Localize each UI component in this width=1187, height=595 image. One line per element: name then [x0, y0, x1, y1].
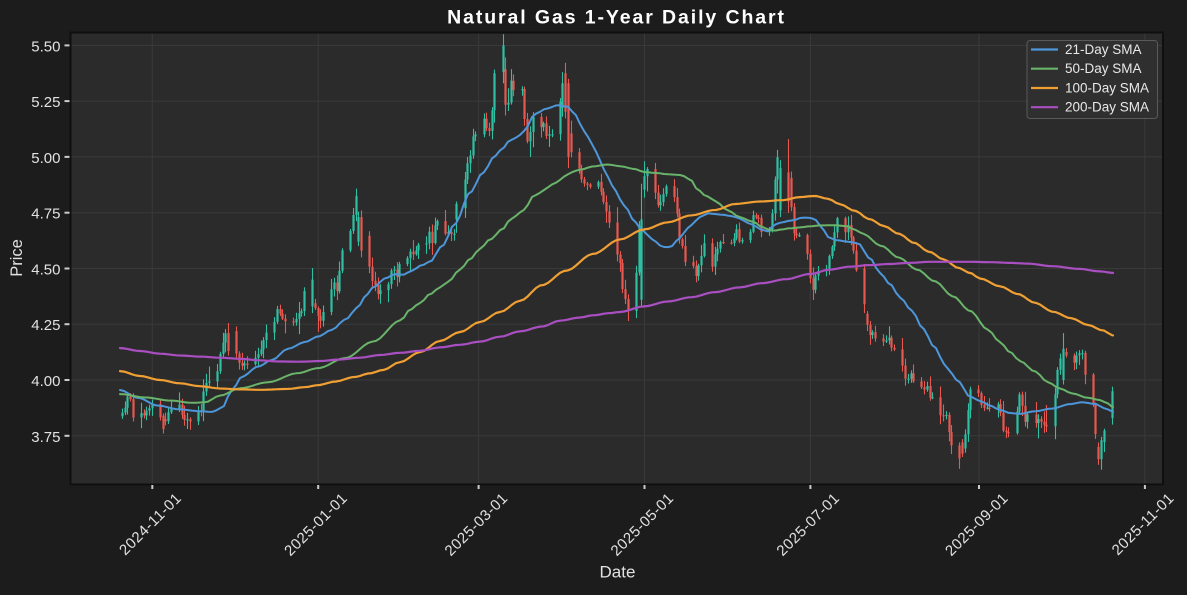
svg-text:100-Day SMA: 100-Day SMA	[1065, 80, 1149, 95]
svg-text:3.75: 3.75	[31, 429, 60, 446]
svg-text:4.25: 4.25	[31, 317, 60, 334]
svg-text:Price: Price	[8, 239, 26, 277]
svg-text:50-Day SMA: 50-Day SMA	[1065, 61, 1142, 76]
svg-text:21-Day SMA: 21-Day SMA	[1065, 42, 1142, 57]
svg-text:4.75: 4.75	[31, 206, 60, 223]
svg-text:5.00: 5.00	[31, 150, 60, 167]
svg-text:5.25: 5.25	[31, 94, 60, 111]
svg-text:Date: Date	[600, 563, 636, 582]
svg-text:5.50: 5.50	[31, 38, 60, 55]
svg-text:200-Day SMA: 200-Day SMA	[1065, 100, 1149, 115]
svg-text:Natural Gas 1-Year Daily Chart: Natural Gas 1-Year Daily Chart	[447, 6, 786, 28]
svg-text:4.00: 4.00	[31, 373, 60, 390]
svg-text:4.50: 4.50	[31, 262, 60, 279]
